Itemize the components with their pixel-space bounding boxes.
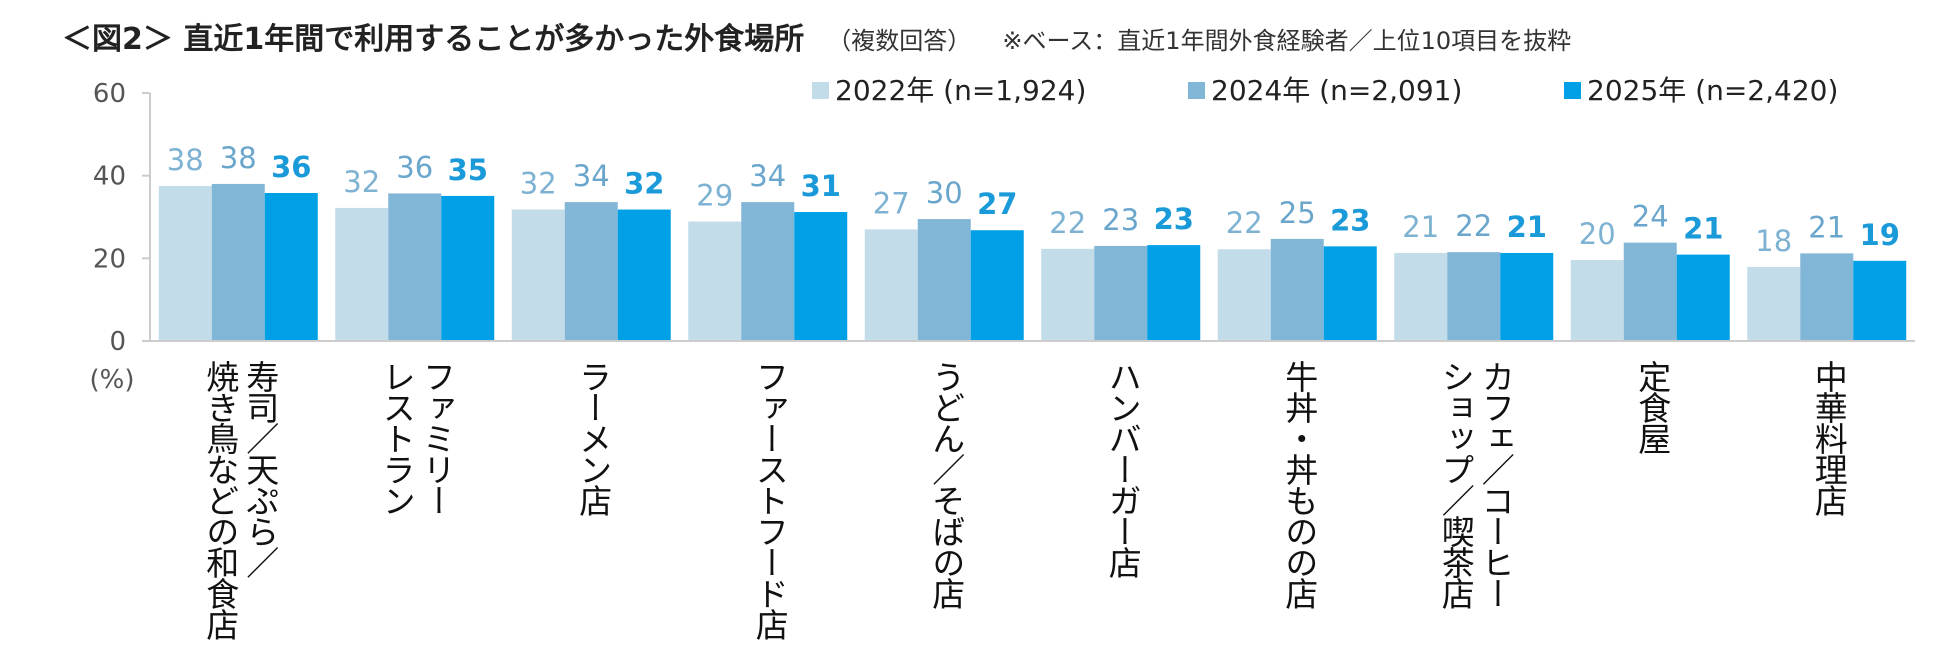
bar-2022	[1041, 248, 1095, 341]
y-tick-label: 0	[109, 327, 126, 357]
data-label: 32	[343, 165, 380, 199]
category-label: ファーストフード店	[750, 360, 789, 641]
bar-2022	[1570, 259, 1624, 341]
bar-2025	[1323, 246, 1377, 341]
data-label: 22	[1226, 206, 1263, 240]
data-label: 30	[926, 176, 963, 210]
data-label: 34	[749, 159, 786, 193]
data-label: 31	[801, 169, 841, 203]
bar-2024	[1447, 252, 1501, 341]
bar-2024	[1800, 253, 1854, 341]
category-label: うどん／そばの店	[927, 360, 966, 610]
data-label: 32	[624, 167, 664, 201]
data-label: 22	[1455, 209, 1492, 243]
legend-label: 2025年 (n=2,420)	[1587, 74, 1838, 107]
data-label: 18	[1755, 224, 1792, 258]
data-label: 23	[1102, 203, 1139, 237]
bar-2025	[970, 230, 1024, 341]
chart-base-note: ※ベース：直近1年間外食経験者／上位10項目を抜粋	[1002, 27, 1572, 55]
data-label: 36	[396, 150, 433, 184]
category-label: ラーメン店	[574, 360, 613, 517]
category-label: 中華料理店	[1809, 360, 1848, 517]
data-label: 22	[1049, 206, 1086, 240]
data-label: 21	[1402, 210, 1439, 244]
bar-2024	[917, 219, 971, 341]
bar-2025	[1676, 254, 1730, 341]
category-label: ショップ／喫茶店	[1436, 360, 1475, 610]
bar-2025	[441, 195, 495, 341]
data-label: 27	[873, 186, 910, 220]
bar-2025	[1500, 252, 1554, 341]
data-label: 34	[573, 159, 610, 193]
bar-2022	[864, 229, 918, 341]
legend-label: 2024年 (n=2,091)	[1211, 74, 1462, 107]
category-label: 焼き鳥などの和食店	[201, 360, 240, 641]
y-tick-label: 20	[93, 244, 126, 274]
data-label: 29	[696, 179, 733, 213]
bar-2025	[617, 209, 671, 341]
category-label: レストラン	[377, 360, 416, 515]
data-label: 32	[520, 167, 557, 201]
bar-2022	[688, 221, 742, 341]
bar-2024	[1270, 238, 1324, 341]
bar-2022	[1747, 267, 1801, 341]
y-tick-label: 40	[93, 162, 126, 192]
legend-swatch	[1188, 82, 1205, 99]
data-label: 36	[271, 150, 311, 184]
data-label: 21	[1507, 210, 1547, 244]
data-label: 27	[977, 187, 1017, 221]
bar-2022	[335, 207, 389, 341]
data-label: 23	[1154, 202, 1194, 236]
chart-subtitle: （複数回答）	[827, 27, 972, 55]
data-label: 21	[1683, 212, 1723, 246]
y-tick-label: 60	[93, 79, 126, 109]
data-label: 24	[1632, 200, 1669, 234]
data-label: 23	[1330, 203, 1370, 237]
category-label: 定食屋	[1633, 360, 1672, 455]
data-label: 21	[1808, 210, 1845, 244]
y-axis-label: (%)	[90, 365, 135, 395]
bar-2024	[1094, 245, 1148, 341]
bar-2025	[264, 193, 318, 341]
data-label: 38	[220, 141, 257, 175]
chart-title: ＜図2＞ 直近1年間で利用することが多かった外食場所	[62, 22, 805, 57]
data-label: 38	[167, 143, 204, 177]
legend-swatch	[1564, 82, 1581, 99]
category-label: ハンバーガー店	[1103, 360, 1142, 579]
legend-label: 2022年 (n=1,924)	[835, 74, 1086, 107]
bar-2024	[211, 183, 265, 341]
legend-swatch	[812, 82, 829, 99]
bar-2022	[511, 209, 565, 341]
data-label: 35	[448, 153, 488, 187]
chart-title-row: ＜図2＞ 直近1年間で利用することが多かった外食場所 （複数回答） ※ベース：直…	[62, 14, 1571, 58]
bar-2022	[1217, 249, 1271, 341]
bar-2024	[1623, 242, 1677, 341]
bar-2022	[158, 186, 212, 341]
bar-2024	[388, 193, 442, 341]
category-label: 牛丼・丼ものの店	[1280, 360, 1319, 610]
bar-2025	[794, 212, 848, 341]
bar-2024	[564, 202, 618, 341]
bar-2025	[1853, 260, 1907, 341]
category-label: 寿司／天ぷら／	[241, 360, 280, 578]
data-label: 20	[1579, 217, 1616, 251]
bar-2025	[1147, 245, 1201, 341]
bar-2022	[1394, 252, 1448, 341]
data-label: 19	[1860, 218, 1900, 252]
data-label: 25	[1279, 196, 1316, 230]
bar-2024	[741, 202, 795, 341]
category-label: カフェ／コーヒー	[1476, 360, 1515, 608]
category-label: ファミリー	[417, 360, 456, 515]
